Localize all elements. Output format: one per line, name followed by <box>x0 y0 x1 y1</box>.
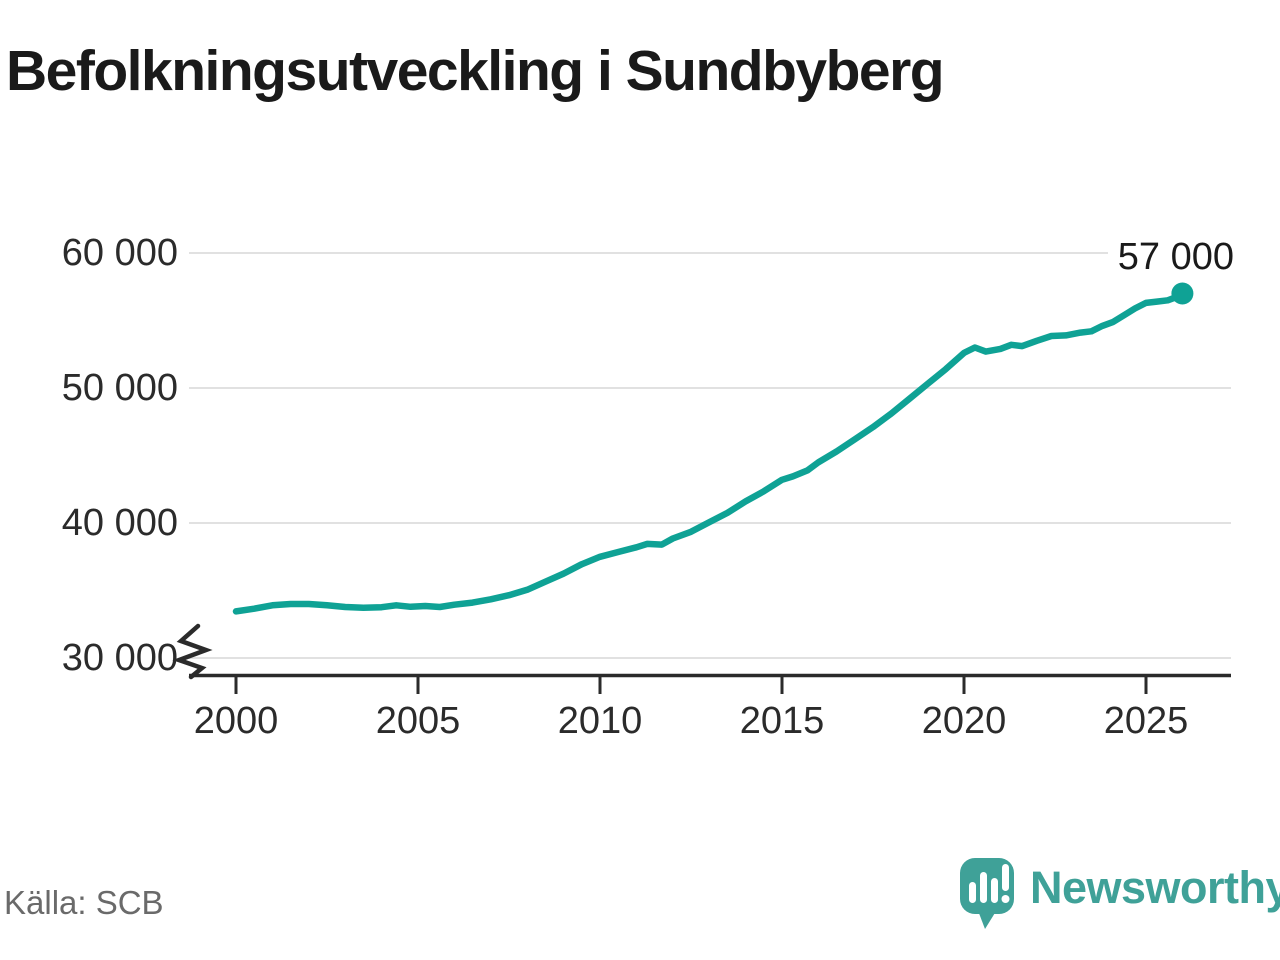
x-axis-label: 2010 <box>557 700 643 742</box>
x-axis-label: 2000 <box>193 700 279 742</box>
last-value-dot <box>1171 282 1194 305</box>
x-axis-label: 2025 <box>1103 700 1189 742</box>
x-axis <box>172 623 1231 694</box>
newsworthy-logo-icon <box>960 858 1014 929</box>
last-value-label: 57 000 <box>1108 237 1234 277</box>
population-series-line <box>232 290 1186 615</box>
y-axis-label: 40 000 <box>61 502 178 544</box>
y-axis-label: 50 000 <box>61 367 178 409</box>
x-axis-ticks <box>234 677 1148 694</box>
y-axis-label: 30 000 <box>61 637 178 679</box>
newsworthy-logo: Newsworthy <box>960 858 1280 934</box>
y-axis-label: 60 000 <box>61 232 178 274</box>
chart-title: Befolkningsutveckling i Sundbyberg <box>6 39 945 103</box>
source-note: Källa: SCB <box>4 884 164 921</box>
y-axis-break-icon <box>172 623 213 680</box>
x-axis-label: 2005 <box>375 700 461 742</box>
gridlines <box>189 252 1231 659</box>
x-axis-label: 2015 <box>739 700 825 742</box>
newsworthy-logo-text: Newsworthy <box>1030 862 1280 913</box>
x-axis-label: 2020 <box>921 700 1007 742</box>
